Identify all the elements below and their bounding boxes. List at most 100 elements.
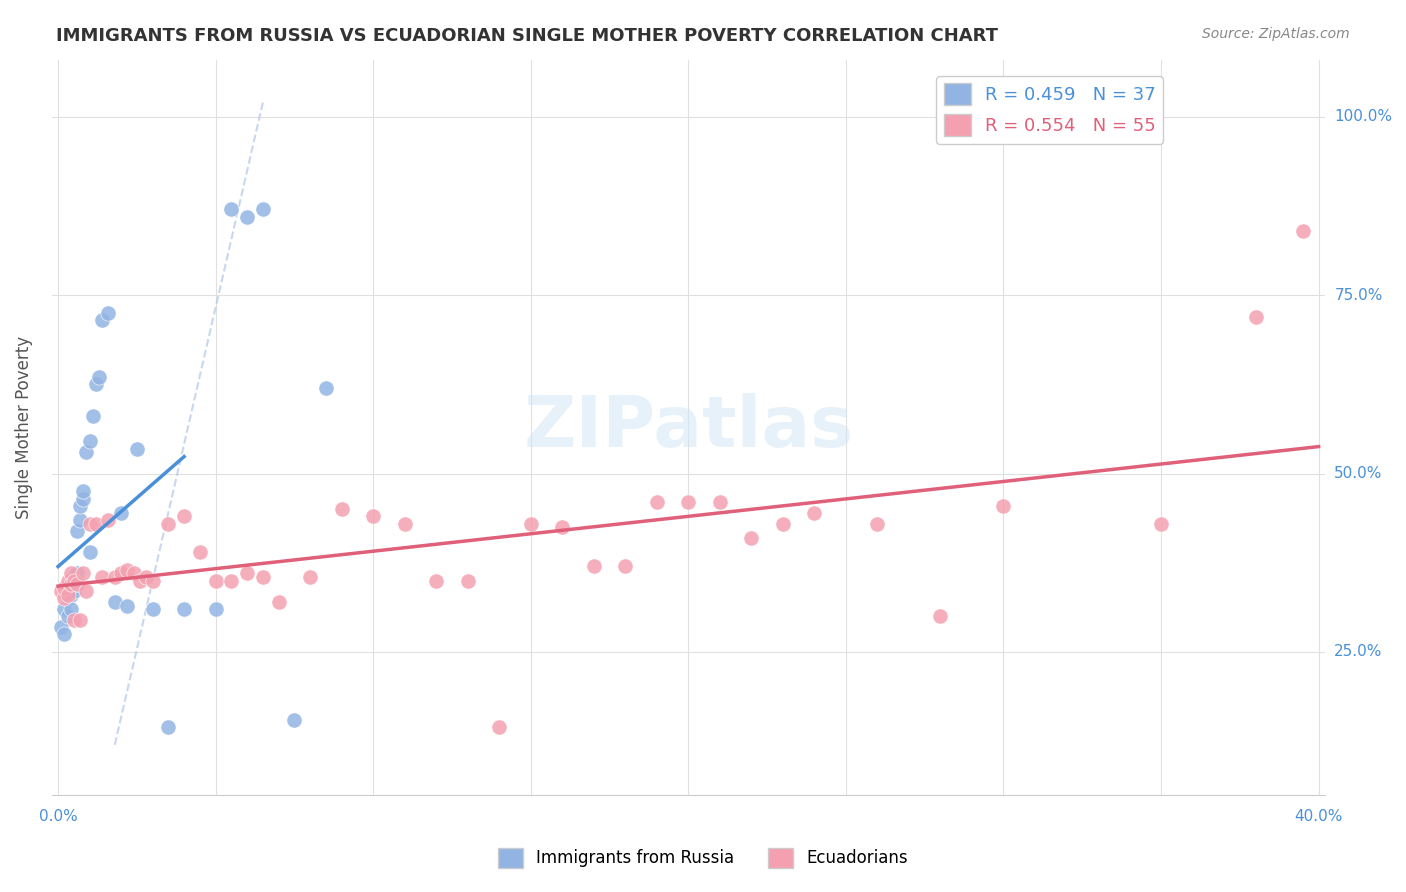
Point xyxy=(75,445,97,459)
Point xyxy=(173,509,195,524)
Point xyxy=(117,563,139,577)
Text: 0.0%: 0.0% xyxy=(39,809,77,824)
Point xyxy=(62,613,84,627)
Point xyxy=(56,588,79,602)
Text: 40.0%: 40.0% xyxy=(1295,809,1343,824)
Point xyxy=(59,602,82,616)
Point xyxy=(91,313,114,327)
Point xyxy=(252,202,274,217)
Point xyxy=(614,559,637,574)
Point xyxy=(110,506,132,520)
Point xyxy=(69,513,91,527)
Legend: Immigrants from Russia, Ecuadorians: Immigrants from Russia, Ecuadorians xyxy=(492,841,914,875)
Legend: R = 0.459   N = 37, R = 0.554   N = 55: R = 0.459 N = 37, R = 0.554 N = 55 xyxy=(936,76,1163,144)
Point xyxy=(66,577,89,591)
Point xyxy=(66,577,89,591)
Point xyxy=(129,574,152,588)
Point xyxy=(142,602,165,616)
Text: Source: ZipAtlas.com: Source: ZipAtlas.com xyxy=(1202,27,1350,41)
Point xyxy=(69,613,91,627)
Point xyxy=(59,577,82,591)
Point xyxy=(188,545,211,559)
Text: 75.0%: 75.0% xyxy=(1334,287,1382,302)
Point xyxy=(104,570,127,584)
Point xyxy=(866,516,889,531)
Text: 25.0%: 25.0% xyxy=(1334,645,1382,659)
Point xyxy=(299,570,322,584)
Point xyxy=(117,599,139,613)
Point xyxy=(488,720,510,734)
Point xyxy=(56,574,79,588)
Point xyxy=(84,516,107,531)
Point xyxy=(59,588,82,602)
Point xyxy=(204,574,226,588)
Point xyxy=(62,584,84,599)
Point xyxy=(283,713,305,727)
Point xyxy=(645,495,668,509)
Point xyxy=(75,584,97,599)
Point xyxy=(582,559,605,574)
Point xyxy=(72,491,94,506)
Point xyxy=(97,513,120,527)
Point xyxy=(803,506,825,520)
Point xyxy=(79,434,101,449)
Point xyxy=(267,595,290,609)
Point xyxy=(315,381,337,395)
Point xyxy=(72,484,94,499)
Point xyxy=(53,581,76,595)
Point xyxy=(53,627,76,641)
Point xyxy=(66,566,89,581)
Point xyxy=(104,595,127,609)
Point xyxy=(56,609,79,624)
Point xyxy=(142,574,165,588)
Point xyxy=(53,602,76,616)
Point xyxy=(252,570,274,584)
Point xyxy=(66,524,89,538)
Point xyxy=(122,566,145,581)
Point xyxy=(51,620,73,634)
Point xyxy=(929,609,952,624)
Point xyxy=(425,574,447,588)
Point xyxy=(173,602,195,616)
Point xyxy=(236,566,259,581)
Y-axis label: Single Mother Poverty: Single Mother Poverty xyxy=(15,335,32,519)
Point xyxy=(709,495,731,509)
Point xyxy=(79,516,101,531)
Point xyxy=(157,516,180,531)
Point xyxy=(97,306,120,320)
Point xyxy=(740,531,762,545)
Point xyxy=(1292,224,1315,238)
Point xyxy=(110,566,132,581)
Point xyxy=(204,602,226,616)
Point xyxy=(91,570,114,584)
Point xyxy=(79,545,101,559)
Point xyxy=(59,566,82,581)
Text: 100.0%: 100.0% xyxy=(1334,109,1392,124)
Point xyxy=(551,520,574,534)
Point xyxy=(221,202,243,217)
Point xyxy=(1150,516,1173,531)
Point xyxy=(69,499,91,513)
Point xyxy=(53,591,76,606)
Point xyxy=(62,581,84,595)
Point xyxy=(82,409,104,424)
Point xyxy=(84,377,107,392)
Text: IMMIGRANTS FROM RUSSIA VS ECUADORIAN SINGLE MOTHER POVERTY CORRELATION CHART: IMMIGRANTS FROM RUSSIA VS ECUADORIAN SIN… xyxy=(56,27,998,45)
Text: 50.0%: 50.0% xyxy=(1334,466,1382,481)
Text: ZIPatlas: ZIPatlas xyxy=(523,392,853,462)
Point xyxy=(457,574,479,588)
Point xyxy=(330,502,353,516)
Point xyxy=(678,495,700,509)
Point xyxy=(519,516,541,531)
Point xyxy=(157,720,180,734)
Point xyxy=(772,516,794,531)
Point xyxy=(87,370,110,384)
Point xyxy=(394,516,416,531)
Point xyxy=(62,574,84,588)
Point xyxy=(51,584,73,599)
Point xyxy=(72,566,94,581)
Point xyxy=(1244,310,1267,324)
Point xyxy=(221,574,243,588)
Point xyxy=(361,509,384,524)
Point xyxy=(135,570,157,584)
